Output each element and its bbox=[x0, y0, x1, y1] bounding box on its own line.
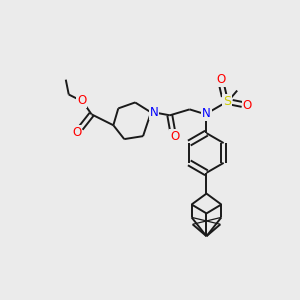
Text: O: O bbox=[242, 99, 252, 112]
Text: S: S bbox=[223, 95, 231, 108]
Text: O: O bbox=[217, 73, 226, 86]
Text: O: O bbox=[77, 94, 86, 107]
Text: O: O bbox=[170, 130, 179, 142]
Text: O: O bbox=[72, 126, 81, 139]
Text: N: N bbox=[150, 106, 158, 119]
Text: N: N bbox=[202, 107, 211, 120]
